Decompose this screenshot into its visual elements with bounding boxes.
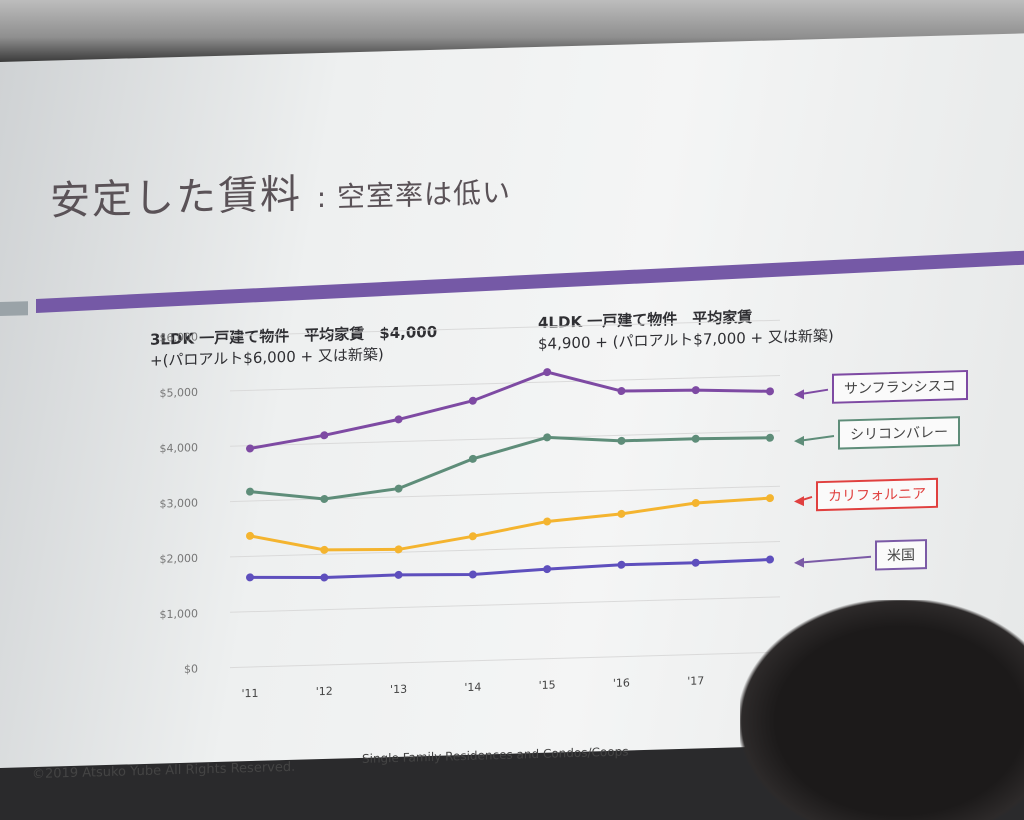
data-point <box>394 415 403 424</box>
x-tick-label: '12 <box>316 685 333 698</box>
y-tick-label: $1,000 <box>160 607 198 621</box>
rent-line-chart: $0 $1,000 $2,000 $3,000 $4,000 $5,000 $6,000 '1… <box>160 319 872 700</box>
series-line <box>249 370 771 450</box>
data-point <box>468 570 477 579</box>
gridline <box>230 430 780 447</box>
legend-label: カリフォルニア <box>816 477 938 511</box>
gridline <box>230 541 780 558</box>
data-point <box>766 494 774 503</box>
data-point <box>320 545 329 554</box>
data-point <box>394 570 403 579</box>
y-tick-label: $0 <box>184 662 198 675</box>
x-tick-label: '15 <box>539 678 556 691</box>
data-point <box>246 573 254 582</box>
legend-label: サンフランシスコ <box>832 369 968 404</box>
data-point <box>468 454 477 463</box>
y-tick-label: $6,000 <box>160 330 198 344</box>
legend-arrowhead <box>794 557 804 568</box>
x-tick-label: '14 <box>464 681 481 694</box>
data-point <box>691 386 700 395</box>
y-tick-label: $2,000 <box>160 552 198 566</box>
data-point <box>766 387 774 396</box>
legend-arrowhead <box>794 389 804 400</box>
data-point <box>320 494 329 503</box>
data-point <box>766 433 774 442</box>
data-point <box>766 555 774 564</box>
gridline <box>230 319 780 337</box>
data-point <box>320 431 329 440</box>
data-point <box>394 484 403 493</box>
gridline <box>230 596 780 613</box>
data-point <box>320 573 329 582</box>
series-line <box>249 435 771 501</box>
series-line <box>249 558 771 580</box>
data-point <box>246 487 254 496</box>
data-point <box>617 560 626 569</box>
gridline <box>230 375 780 392</box>
legend-label: 米国 <box>875 539 927 571</box>
data-point <box>543 517 552 526</box>
slide: 安定した賃料 : 空室率は低い 3LDK 一戸建て物件 平均家賃 $4,000 … <box>0 33 1024 782</box>
data-point <box>691 498 700 507</box>
y-tick-label: $5,000 <box>160 386 198 400</box>
data-point <box>617 509 626 518</box>
legend-arrowhead <box>794 496 804 507</box>
data-point <box>691 434 700 443</box>
legend-arrowhead <box>794 435 804 446</box>
legend-arrow <box>797 555 872 564</box>
x-tick-label: '13 <box>390 683 407 696</box>
data-point <box>543 433 552 442</box>
legend-label: シリコンバレー <box>838 416 960 450</box>
x-tick-label: '16 <box>613 676 630 689</box>
data-point <box>468 396 477 405</box>
audience-head <box>740 600 1024 820</box>
gridline <box>230 651 780 669</box>
data-point <box>246 444 254 453</box>
x-tick-label: '11 <box>241 687 258 700</box>
data-point <box>394 545 403 554</box>
y-tick-label: $3,000 <box>160 496 198 510</box>
x-tick-label: '17 <box>687 674 704 687</box>
data-point <box>617 387 626 396</box>
data-point <box>543 565 552 574</box>
data-point <box>543 368 552 377</box>
y-tick-label: $4,000 <box>160 441 198 455</box>
data-point <box>246 531 254 540</box>
series-line <box>249 496 771 552</box>
data-point <box>468 532 477 541</box>
data-point <box>617 436 626 445</box>
data-point <box>691 558 700 567</box>
